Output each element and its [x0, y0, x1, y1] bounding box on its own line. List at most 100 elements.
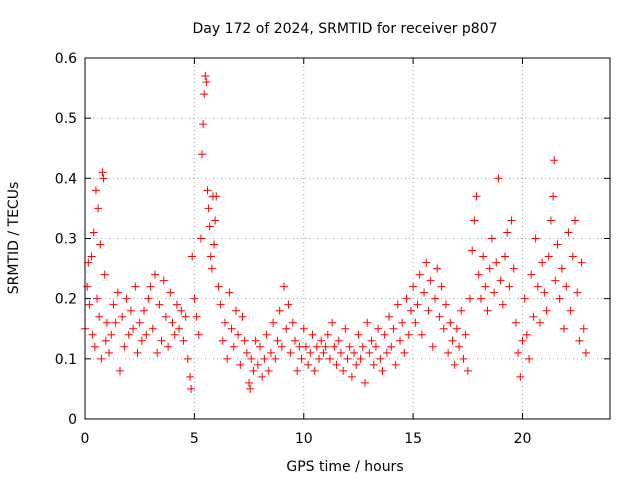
data-point: [378, 366, 387, 375]
data-point: [260, 354, 269, 363]
data-point: [264, 366, 273, 375]
data-point: [155, 300, 164, 309]
data-point: [196, 234, 205, 243]
data-point: [444, 348, 453, 357]
data-point: [161, 312, 170, 321]
data-point: [350, 348, 359, 357]
data-point: [183, 354, 192, 363]
data-point: [277, 342, 286, 351]
data-point: [387, 342, 396, 351]
data-point: [166, 288, 175, 297]
data-point: [231, 306, 240, 315]
data-point: [202, 78, 211, 87]
data-point: [262, 330, 271, 339]
data-point: [172, 300, 181, 309]
data-point: [371, 342, 380, 351]
data-point: [564, 228, 573, 237]
data-point: [122, 294, 131, 303]
data-point: [179, 336, 188, 345]
data-point: [393, 300, 402, 309]
data-point: [90, 342, 99, 351]
data-point: [336, 348, 345, 357]
data-point: [116, 366, 124, 375]
data-point: [562, 282, 571, 291]
data-point: [249, 366, 258, 375]
data-point: [546, 216, 555, 225]
data-point: [135, 318, 144, 327]
data-point: [87, 252, 96, 261]
data-point: [299, 324, 308, 333]
data-point: [551, 276, 560, 285]
y-tick-label: 0.6: [55, 51, 77, 67]
data-point: [84, 258, 93, 267]
data-point: [85, 300, 94, 309]
data-point: [284, 300, 293, 309]
data-point: [332, 360, 341, 369]
data-point: [431, 294, 439, 303]
data-point: [461, 330, 470, 339]
x-tick-label: 10: [295, 431, 313, 447]
data-point: [402, 294, 411, 303]
data-point: [406, 306, 415, 315]
data-point: [246, 384, 255, 393]
data-point: [204, 204, 213, 213]
data-point: [271, 354, 280, 363]
data-point: [533, 282, 542, 291]
data-point: [266, 348, 275, 357]
data-point: [426, 276, 435, 285]
data-point: [221, 318, 229, 327]
data-point: [550, 156, 559, 165]
data-point: [575, 336, 584, 345]
data-point: [288, 318, 297, 327]
data-point: [275, 306, 284, 315]
data-point: [170, 330, 179, 339]
data-point: [396, 336, 404, 345]
data-point: [211, 216, 220, 225]
data-point: [124, 330, 133, 339]
data-point: [581, 348, 590, 357]
data-point: [234, 330, 243, 339]
data-point: [142, 330, 151, 339]
data-point: [310, 366, 319, 375]
data-point: [113, 288, 122, 297]
data-point: [247, 354, 256, 363]
data-point: [347, 372, 356, 381]
data-point: [345, 342, 354, 351]
data-point: [511, 318, 520, 327]
data-point: [131, 282, 140, 291]
data-point: [503, 228, 512, 237]
data-point: [439, 324, 448, 333]
data-point: [242, 348, 251, 357]
data-point: [483, 306, 492, 315]
data-point: [291, 336, 299, 345]
data-point: [256, 342, 264, 351]
data-point: [571, 216, 579, 225]
data-point: [157, 336, 166, 345]
data-point: [525, 354, 534, 363]
data-point: [111, 318, 120, 327]
data-point: [319, 348, 328, 357]
data-point: [159, 276, 168, 285]
data-point: [105, 348, 114, 357]
data-point: [354, 330, 363, 339]
x-tick-label: 20: [514, 431, 532, 447]
data-point: [494, 174, 503, 183]
data-point: [485, 264, 494, 273]
data-point: [459, 354, 468, 363]
data-point: [566, 306, 575, 315]
x-axis-label: GPS time / hours: [286, 459, 403, 475]
data-point: [201, 72, 210, 81]
data-point: [400, 348, 409, 357]
data-point: [573, 288, 582, 297]
data-point: [479, 252, 488, 261]
data-point: [529, 312, 538, 321]
data-point: [441, 300, 450, 309]
data-point: [501, 252, 509, 261]
data-point: [492, 258, 501, 267]
data-point: [553, 240, 562, 249]
data-point: [363, 318, 372, 327]
y-tick-label: 0.1: [55, 352, 77, 368]
chart-title: Day 172 of 2024, SRMTID for receiver p80…: [192, 21, 497, 37]
data-point: [306, 348, 315, 357]
data-point: [568, 252, 577, 261]
